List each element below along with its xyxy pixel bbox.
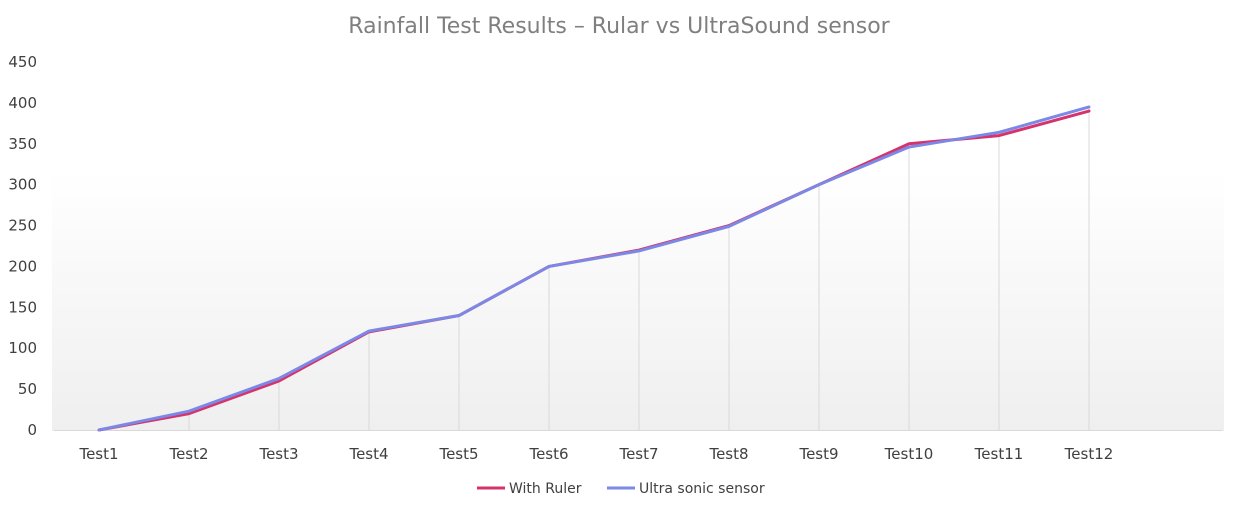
x-tick-label-test5: Test5 (438, 445, 478, 463)
y-tick-label-150: 150 (8, 298, 37, 316)
x-tick-label-test12: Test12 (1064, 445, 1114, 463)
y-tick-label-350: 350 (8, 135, 37, 153)
x-tick-label-test6: Test6 (528, 445, 568, 463)
y-tick-label-50: 50 (18, 380, 37, 398)
y-tick-label-300: 300 (8, 176, 37, 194)
y-tick-label-400: 400 (8, 94, 37, 112)
x-tick-label-test11: Test11 (974, 445, 1024, 463)
series-line-ultra-sonic-sensor (97, 105, 1091, 432)
x-tick-label-test3: Test3 (258, 445, 298, 463)
series-lines (97, 105, 1091, 432)
x-tick-label-test10: Test10 (884, 445, 934, 463)
x-tick-label-test4: Test4 (348, 445, 388, 463)
legend-label-with-ruler: With Ruler (509, 481, 582, 497)
legend-label-ultra-sonic-sensor: Ultra sonic sensor (639, 481, 765, 497)
y-tick-label-450: 450 (8, 53, 37, 71)
y-tick-label-0: 0 (27, 421, 37, 439)
x-tick-label-test8: Test8 (708, 445, 748, 463)
plot-area-background (52, 170, 1224, 431)
grid-lines (188, 106, 1090, 430)
x-tick-label-test9: Test9 (798, 445, 838, 463)
x-tick-label-test1: Test1 (78, 445, 118, 463)
legend: With Ruler Ultra sonic sensor (477, 481, 765, 497)
x-tick-label-test2: Test2 (168, 445, 208, 463)
chart-title: Rainfall Test Results – Rular vs UltraSo… (348, 14, 890, 39)
y-tick-label-200: 200 (8, 257, 37, 275)
tick-labels: 0 50 100 150 200 250 300 350 400 450 Test1 Test2 Tes… (8, 53, 1113, 463)
y-tick-label-250: 250 (8, 217, 37, 235)
y-tick-label-100: 100 (8, 339, 37, 357)
x-tick-label-test7: Test7 (618, 445, 658, 463)
